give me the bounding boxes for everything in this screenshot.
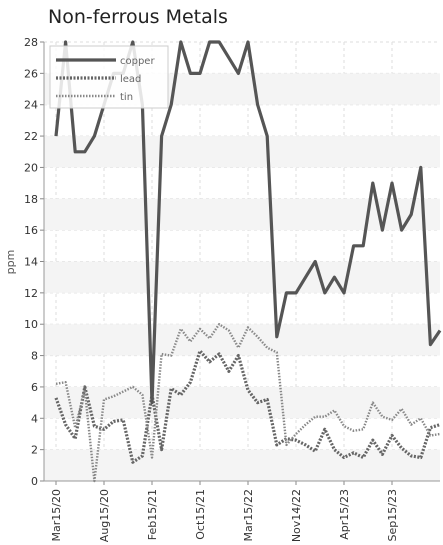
x-tick-label: Apr15/23 — [338, 489, 351, 540]
grid-band — [44, 198, 440, 231]
series-line-tin — [55, 323, 441, 483]
legend: copper lead tin — [49, 45, 169, 109]
grid-band — [44, 449, 440, 481]
y-tick-label: 8 — [31, 350, 38, 363]
grid-band — [44, 261, 440, 293]
y-tick-label: 18 — [24, 193, 38, 206]
y-tick-label: 20 — [24, 161, 38, 174]
y-tick-label: 14 — [24, 256, 38, 269]
x-tick-label: Sep15/23 — [386, 489, 399, 541]
y-axis-label: ppm — [4, 250, 17, 275]
x-tick-label: Nov14/22 — [290, 489, 303, 542]
y-tick-label: 24 — [24, 99, 38, 112]
y-tick-label: 4 — [31, 412, 38, 425]
grid-band — [44, 324, 440, 356]
chart-title: Non-ferrous Metals — [48, 6, 228, 28]
y-tick-label: 2 — [31, 444, 38, 457]
x-tick-label: Oct15/21 — [194, 489, 207, 540]
x-tick-label: Feb15/21 — [146, 489, 159, 540]
y-tick-label: 22 — [24, 130, 38, 143]
plot-background — [44, 73, 440, 481]
y-tick-label: 26 — [24, 67, 38, 80]
y-tick-label: 10 — [24, 318, 38, 331]
y-tick-label: 12 — [24, 287, 38, 300]
y-tick-label: 16 — [24, 224, 38, 237]
legend-label-copper: copper — [120, 56, 155, 67]
legend-label-lead: lead — [120, 74, 141, 85]
grid-band — [44, 136, 440, 168]
y-tick-label: 6 — [31, 381, 38, 394]
legend-label-tin: tin — [120, 92, 133, 103]
y-tick-label: 28 — [24, 36, 38, 49]
y-tick-label: 0 — [31, 475, 38, 488]
x-tick-label: Mar15/22 — [242, 489, 255, 541]
x-tick-label: Mar15/20 — [50, 489, 63, 541]
x-tick-label: Aug15/20 — [98, 489, 111, 542]
